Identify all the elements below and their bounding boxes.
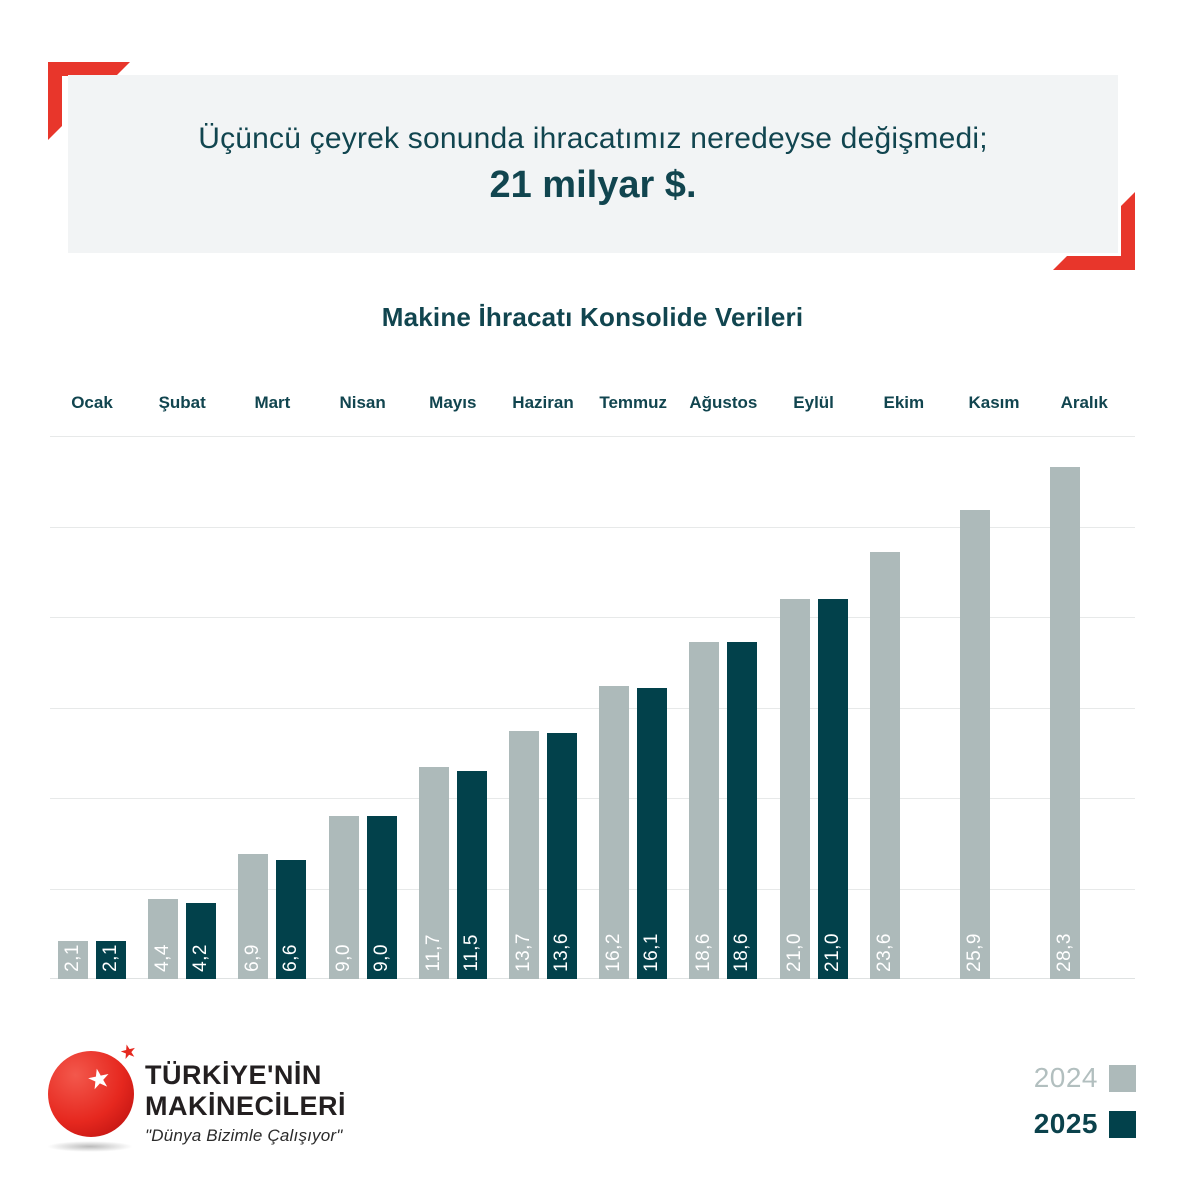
bar-2025-eylül: 21,0 <box>817 599 848 979</box>
bar-2024-ekim: 23,6 <box>869 552 900 979</box>
legend-label: 2025 <box>1033 1108 1098 1139</box>
logo-sphere-icon <box>48 1051 134 1137</box>
bar-value-label: 21,0 <box>783 933 805 972</box>
month-label-ocak: Ocak <box>71 393 113 412</box>
month-label-kasım: Kasım <box>968 393 1020 412</box>
legend-swatch <box>1109 1110 1136 1138</box>
bar-2024-aralık: 28,3 <box>1050 467 1081 979</box>
gridline-20 <box>50 617 1135 618</box>
chart-plot: 2,1 4,4 6,9 9,0 11,7 13,7 16,2 18,6 21,0 23,6 25,9… <box>50 436 1135 979</box>
bar-value-label: 4,2 <box>190 944 212 972</box>
bar-value-label: 16,2 <box>603 933 625 972</box>
bar-2025-mart: 6,6 <box>276 860 307 979</box>
gridline-0 <box>50 978 1135 979</box>
month-label-mayıs: Mayıs <box>429 393 477 412</box>
bar-value-label: 6,6 <box>280 944 302 972</box>
chart-legend: 2024 2025 <box>1034 1062 1136 1154</box>
bar-value-label: 23,6 <box>873 933 895 972</box>
logo-text: TÜRKİYE'NİN MAKİNECİLERİ "Dünya Bizimle … <box>145 1060 346 1146</box>
bar-value-label: 16,1 <box>641 933 663 972</box>
headline-value: 21 milyar $. <box>489 163 697 206</box>
bar-2024-ağustos: 18,6 <box>689 642 720 979</box>
bar-2024-mayıs: 11,7 <box>418 767 449 979</box>
bar-value-label: 13,7 <box>513 933 534 972</box>
bar-value-label: 13,6 <box>551 933 572 972</box>
logo-name-line1: TÜRKİYE'NİN <box>145 1060 322 1090</box>
bar-2025-haziran: 13,6 <box>547 733 577 979</box>
gridline-15 <box>50 708 1135 709</box>
legend-item-2024: 2024 <box>1034 1062 1136 1094</box>
bar-2024-kasım: 25,9 <box>960 510 990 979</box>
gridline-5 <box>50 889 1135 890</box>
bar-2025-ocak: 2,1 <box>96 941 126 979</box>
chart-title: Makine İhracatı Konsolide Verileri <box>381 302 804 332</box>
gridline-30 <box>50 436 1135 437</box>
bar-value-label: 4,4 <box>152 944 174 972</box>
bar-2024-eylül: 21,0 <box>779 599 810 979</box>
bar-value-label: 18,6 <box>693 933 715 972</box>
headline-banner: Üçüncü çeyrek sonunda ihracatımız nerede… <box>68 75 1118 253</box>
month-label-haziran: Haziran <box>512 393 574 412</box>
bar-2024-haziran: 13,7 <box>509 731 539 979</box>
legend-label: 2024 <box>1033 1062 1098 1093</box>
month-label-ağustos: Ağustos <box>689 393 758 412</box>
bar-2025-ağustos: 18,6 <box>727 642 758 979</box>
gridline-10 <box>50 798 1135 799</box>
bar-value-label: 18,6 <box>731 933 753 972</box>
month-label-eylül: Eylül <box>793 393 834 412</box>
month-label-ekim: Ekim <box>883 393 925 412</box>
bar-value-label: 9,0 <box>370 944 392 972</box>
bar-value-label: 25,9 <box>964 933 985 972</box>
bar-2024-nisan: 9,0 <box>328 816 359 979</box>
small-star-icon: ★ <box>117 1040 140 1065</box>
bar-value-label: 2,1 <box>62 944 83 972</box>
bar-value-label: 28,3 <box>1054 933 1076 972</box>
bar-value-label: 21,0 <box>821 933 843 972</box>
bar-2024-mart: 6,9 <box>238 854 269 979</box>
bar-2024-temmuz: 16,2 <box>599 686 630 979</box>
month-label-aralık: Aralık <box>1060 393 1108 412</box>
bar-value-label: 6,9 <box>242 944 264 972</box>
bar-value-label: 9,0 <box>332 944 354 972</box>
logo-name-line2: MAKİNECİLERİ <box>145 1091 346 1122</box>
logo-shadow <box>47 1141 133 1152</box>
legend-item-2025: 2025 <box>1034 1108 1136 1140</box>
bar-2024-şubat: 4,4 <box>148 899 179 979</box>
chart-month-axis: Ocak Şubat Mart Nisan Mayıs Haziran Temmuz Ağus… <box>50 393 1135 417</box>
bar-value-label: 11,7 <box>422 934 444 972</box>
headline-text: Üçüncü çeyrek sonunda ihracatımız nerede… <box>198 121 988 155</box>
bar-2024-ocak: 2,1 <box>58 941 88 979</box>
month-label-temmuz: Temmuz <box>599 393 668 412</box>
month-label-mart: Mart <box>254 393 291 412</box>
bar-value-label: 11,5 <box>460 934 482 972</box>
legend-swatch <box>1109 1064 1136 1092</box>
star-icon: ★ <box>84 1061 114 1097</box>
bar-2025-temmuz: 16,1 <box>637 688 668 979</box>
bar-2025-nisan: 9,0 <box>366 816 397 979</box>
month-label-nisan: Nisan <box>339 393 386 412</box>
gridline-25 <box>50 527 1135 528</box>
bar-2025-şubat: 4,2 <box>186 903 217 979</box>
brand-logo: ★ ★ TÜRKİYE'NİN MAKİNECİLERİ "Dünya Bizi… <box>45 1040 375 1165</box>
bar-value-label: 2,1 <box>100 944 121 972</box>
logo-tagline: "Dünya Bizimle Çalışıyor" <box>145 1126 343 1146</box>
month-label-şubat: Şubat <box>158 393 206 412</box>
bar-2025-mayıs: 11,5 <box>456 771 487 979</box>
